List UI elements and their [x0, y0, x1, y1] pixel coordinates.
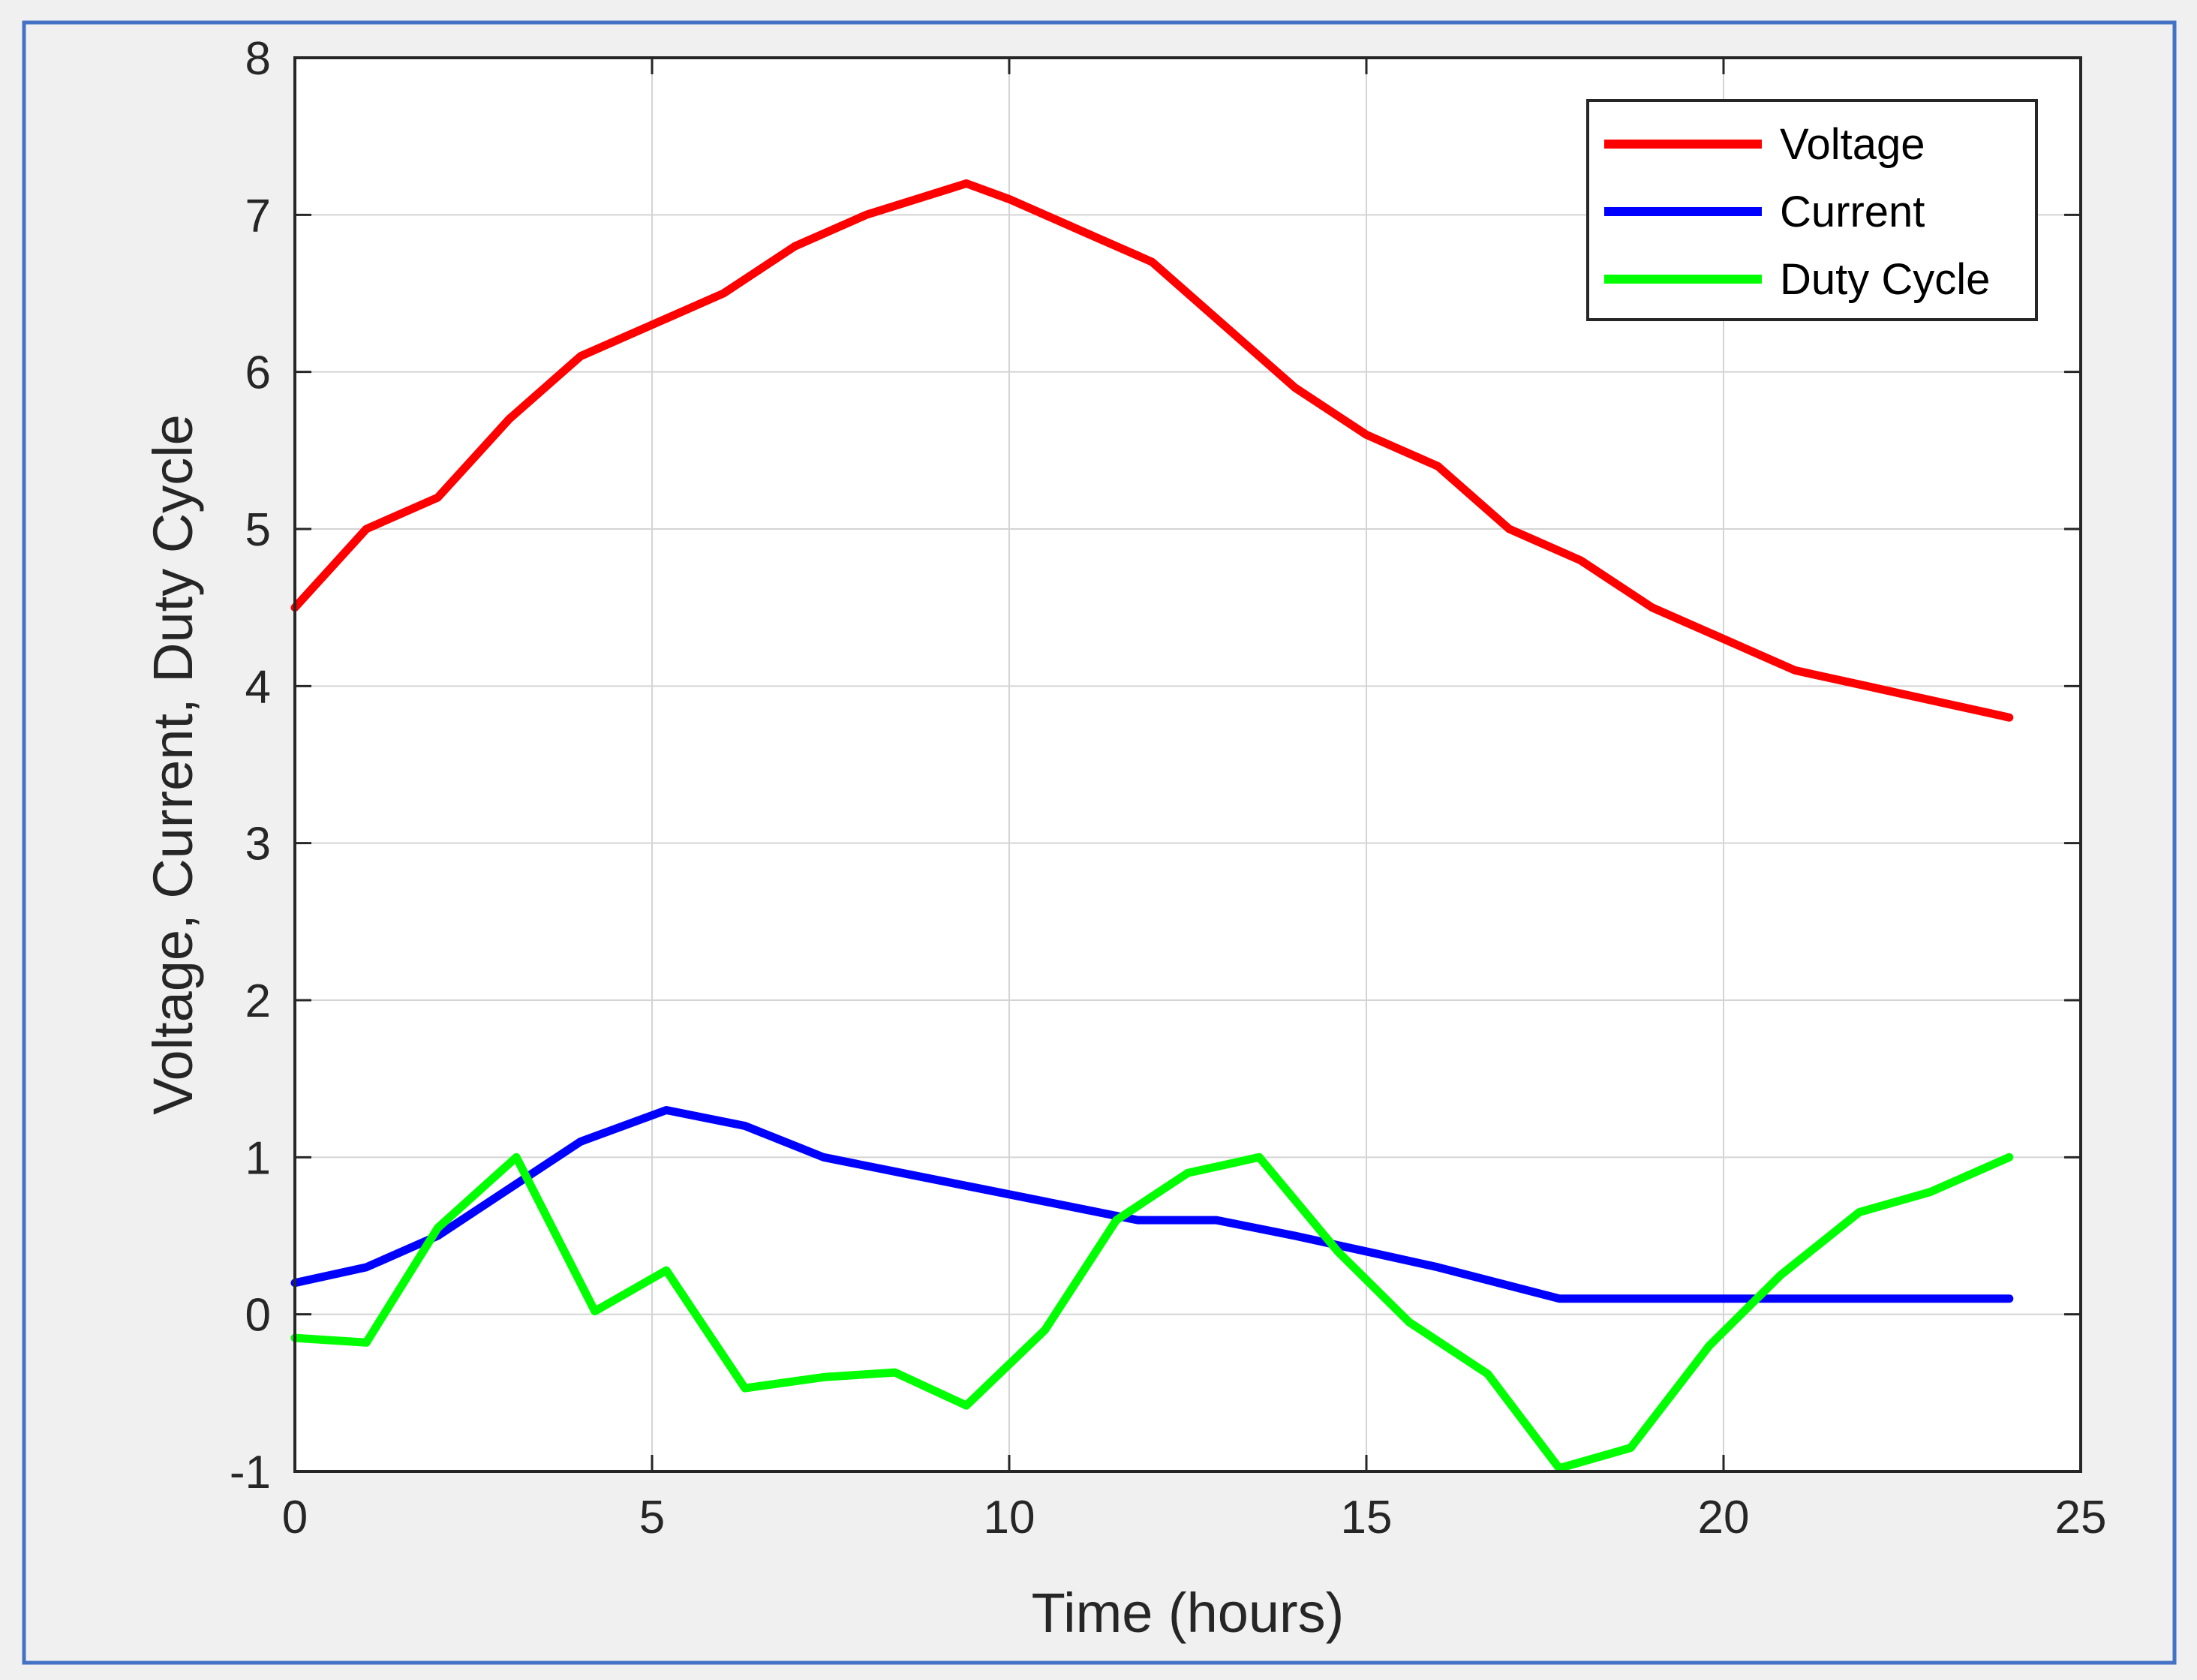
- y-tick-label: 2: [245, 975, 271, 1027]
- legend-label-voltage: Voltage: [1780, 120, 1925, 169]
- legend: Voltage Current Duty Cycle: [1586, 99, 2038, 321]
- y-tick-label: 5: [245, 504, 271, 556]
- series-lines: [290, 179, 2014, 1473]
- legend-label-duty-cycle: Duty Cycle: [1780, 255, 1990, 304]
- x-tick-label: 25: [2055, 1492, 2107, 1543]
- x-tick-label: 20: [1698, 1492, 1750, 1543]
- series-line-duty-cycle: [290, 1153, 2014, 1473]
- series-line-voltage: [290, 179, 2014, 722]
- y-tick-label: 7: [245, 190, 271, 242]
- y-tick-label: -1: [230, 1447, 271, 1498]
- x-tick-label: 0: [282, 1492, 308, 1543]
- grid-lines: [295, 58, 2081, 1471]
- x-tick-label: 10: [984, 1492, 1035, 1543]
- legend-label-current: Current: [1780, 188, 1925, 236]
- y-tick-label: 8: [245, 33, 271, 85]
- x-axis-label: Time (hours): [1032, 1582, 1345, 1644]
- y-tick-label: 0: [245, 1290, 271, 1342]
- y-tick-label: 1: [245, 1132, 271, 1184]
- y-axis-label: Voltage, Current, Duty Cycle: [142, 414, 204, 1115]
- y-tick-label: 3: [245, 819, 271, 870]
- y-tick-label: 4: [245, 661, 271, 713]
- figure-border: [22, 20, 2177, 1665]
- x-tick-label: 5: [639, 1492, 665, 1543]
- axes-box: [293, 56, 2082, 1473]
- y-tick-label: 6: [245, 347, 271, 399]
- x-tick-label: 15: [1341, 1492, 1393, 1543]
- series-line-current: [290, 1106, 2014, 1303]
